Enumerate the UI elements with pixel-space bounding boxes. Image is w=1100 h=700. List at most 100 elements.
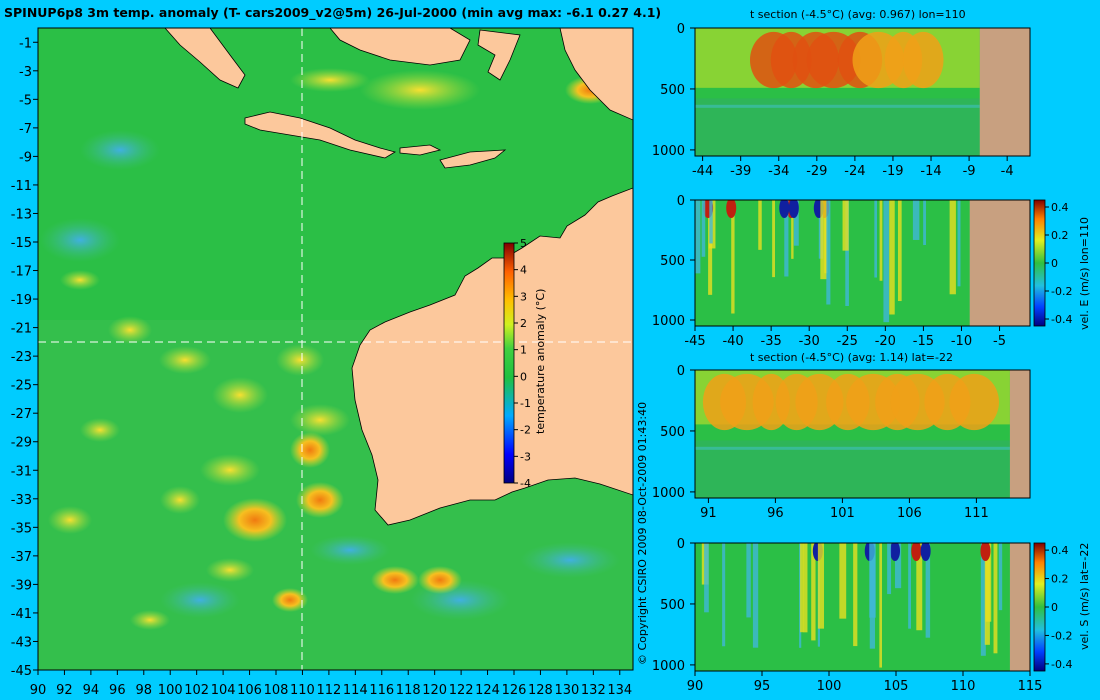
colorbar-tick-label: 0.4 — [1051, 201, 1069, 214]
y-tick-label: -9 — [19, 150, 32, 165]
x-tick-label: 92 — [56, 683, 73, 698]
x-tick-label: 116 — [369, 683, 394, 698]
colorbar-tick-label: 5 — [520, 237, 527, 250]
y-tick-label: 0 — [677, 22, 685, 37]
x-tick-label: -10 — [951, 334, 972, 349]
x-tick-label: -5 — [993, 334, 1006, 349]
x-tick-label: 130 — [554, 683, 579, 698]
new-guinea-island — [559, 28, 633, 121]
colorbar-tick-label: -0.4 — [1051, 658, 1072, 671]
y-tick-label: -17 — [11, 265, 32, 280]
y-tick-label: 1000 — [652, 486, 685, 501]
x-tick-label: 96 — [109, 683, 126, 698]
colorbar-tick-label: 0 — [1051, 601, 1058, 614]
colorbar-tick-label: -0.2 — [1051, 629, 1072, 642]
x-tick-label: 100 — [817, 679, 842, 694]
y-tick-label: 500 — [660, 83, 685, 98]
temp-colorbar — [503, 242, 515, 484]
y-tick-label: -5 — [19, 93, 32, 108]
y-tick-label: -27 — [11, 407, 32, 422]
x-tick-label: -35 — [761, 334, 782, 349]
x-tick-label: -4 — [1001, 164, 1014, 179]
colorbar-tick-label: 0.2 — [1051, 229, 1069, 242]
x-tick-label: 106 — [237, 683, 262, 698]
y-tick-label: -29 — [11, 436, 32, 451]
x-tick-label: -15 — [913, 334, 934, 349]
timor-island — [439, 149, 507, 169]
section-panel-4: 90 95 100 105 110 115 0 500 1000 0.4 0.2 0 -0.2 -0.4 — [652, 537, 1073, 694]
colorbar-tick-label: -0.2 — [1051, 285, 1072, 298]
colorbar-tick-label: 0.4 — [1051, 544, 1069, 557]
colorbar-tick-label: -1 — [520, 397, 531, 410]
sulawesi-island — [477, 29, 521, 81]
x-tick-label: 128 — [528, 683, 553, 698]
y-tick-label: 500 — [660, 425, 685, 440]
x-tick-label: -25 — [837, 334, 858, 349]
x-tick-label: 108 — [264, 683, 289, 698]
y-tick-label: -25 — [11, 379, 32, 394]
panel1-title: t section (-4.5°C) (avg: 0.967) lon=110 — [750, 8, 966, 21]
y-tick-label: 1000 — [652, 659, 685, 674]
y-tick-label: -43 — [11, 635, 32, 650]
colorbar-tick-label: 0 — [1051, 257, 1058, 270]
x-tick-label: 122 — [449, 683, 474, 698]
colorbar-tick-label: 2 — [520, 317, 527, 330]
x-tick-label: 110 — [290, 683, 315, 698]
y-tick-label: -11 — [11, 179, 32, 194]
x-tick-label: -9 — [963, 164, 976, 179]
x-tick-label: -39 — [730, 164, 751, 179]
y-tick-label: -1 — [19, 36, 32, 51]
y-tick-label: -45 — [11, 664, 32, 679]
x-tick-label: -14 — [920, 164, 941, 179]
y-tick-label: -35 — [11, 521, 32, 536]
x-tick-label: 120 — [422, 683, 447, 698]
x-tick-label: 134 — [607, 683, 632, 698]
y-tick-label: -7 — [19, 122, 32, 137]
x-tick-label: -34 — [768, 164, 789, 179]
colorbar-tick-label: -0.4 — [1051, 313, 1072, 326]
colorbar-tick-label: -4 — [520, 477, 531, 490]
x-tick-label: 126 — [502, 683, 527, 698]
x-tick-label: 110 — [951, 679, 976, 694]
x-tick-label: -24 — [844, 164, 865, 179]
x-tick-label: 132 — [581, 683, 606, 698]
y-tick-label: 1000 — [652, 144, 685, 159]
x-tick-label: -44 — [692, 164, 713, 179]
x-tick-label: 90 — [30, 683, 47, 698]
x-tick-label: 114 — [343, 683, 368, 698]
x-tick-label: 102 — [184, 683, 209, 698]
section-panel-2: -45 -40 -35 -30 -25 -20 -15 -10 -5 0 500 1000 0.4 0.2… — [652, 194, 1073, 349]
x-tick-label: 111 — [964, 506, 989, 521]
velocity-colorbar — [1033, 199, 1046, 327]
colorbar-tick-label: 0.2 — [1051, 573, 1069, 586]
panel3-title: t section (-4.5°C) (avg: 1.14) lat=-22 — [750, 351, 953, 364]
y-tick-label: -3 — [19, 65, 32, 80]
colorbar-tick-label: 0 — [520, 370, 527, 383]
y-tick-label: -19 — [11, 293, 32, 308]
x-tick-label: 118 — [396, 683, 421, 698]
y-tick-label: -31 — [11, 464, 32, 479]
panel4-ylabel: vel. S (m/s) lat=-22 — [1078, 542, 1091, 650]
x-tick-label: -20 — [875, 334, 896, 349]
panel2-ylabel: vel. E (m/s) lon=110 — [1078, 217, 1091, 330]
main-frame — [37, 27, 634, 671]
colorbar-tick-label: -2 — [520, 424, 531, 437]
x-tick-label: 104 — [211, 683, 236, 698]
x-tick-label: 94 — [83, 683, 100, 698]
x-tick-label: 96 — [767, 506, 784, 521]
australia-land — [351, 187, 633, 526]
x-tick-label: 115 — [1018, 679, 1043, 694]
x-tick-label: -19 — [882, 164, 903, 179]
flores-island — [399, 144, 442, 156]
y-tick-label: 500 — [660, 598, 685, 613]
y-tick-label: 0 — [677, 364, 685, 379]
colorbar-tick-label: -3 — [520, 450, 531, 463]
x-tick-label: -29 — [806, 164, 827, 179]
x-tick-label: -30 — [799, 334, 820, 349]
x-tick-label: 124 — [475, 683, 500, 698]
y-tick-label: -15 — [11, 236, 32, 251]
borneo-island — [329, 28, 471, 66]
sumatra-island — [164, 28, 246, 89]
